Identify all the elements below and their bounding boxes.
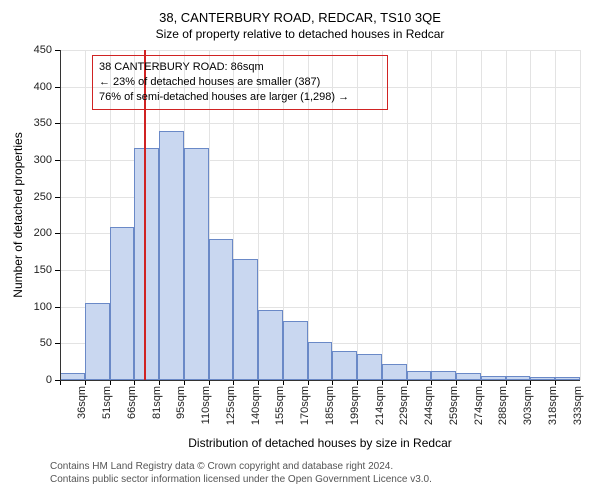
y-tick-label: 350 <box>34 117 60 129</box>
gridline-vertical <box>506 50 507 380</box>
y-axis-label: Number of detached properties <box>11 132 25 297</box>
x-tick-label: 66sqm <box>126 386 138 419</box>
x-tick-label: 214sqm <box>374 386 386 425</box>
gridline-vertical <box>580 50 581 380</box>
histogram-bar <box>456 373 481 380</box>
x-tick-label: 36sqm <box>76 386 88 419</box>
y-tick-label: 200 <box>34 227 60 239</box>
annotation-line: 38 CANTERBURY ROAD: 86sqm <box>99 60 381 75</box>
gridline-vertical <box>407 50 408 380</box>
gridline-vertical <box>431 50 432 380</box>
histogram-bar <box>110 227 135 380</box>
x-tick-label: 155sqm <box>274 386 286 425</box>
x-tick-label: 244sqm <box>423 386 435 425</box>
histogram-bar <box>308 342 333 380</box>
x-tick-label: 110sqm <box>200 386 212 424</box>
x-tick-label: 185sqm <box>324 386 336 425</box>
x-tick-label: 199sqm <box>349 386 361 425</box>
histogram-bar <box>382 364 407 380</box>
y-tick-label: 100 <box>34 301 60 313</box>
footer-attribution: Contains HM Land Registry data © Crown c… <box>50 460 432 486</box>
x-tick-label: 140sqm <box>250 386 262 425</box>
histogram-bar <box>407 371 432 380</box>
gridline <box>60 50 580 51</box>
y-tick-label: 450 <box>34 44 60 56</box>
x-tick-label: 303sqm <box>522 386 534 425</box>
x-tick-label: 259sqm <box>448 386 460 425</box>
x-tick-label: 51sqm <box>101 386 113 419</box>
histogram-bar <box>332 351 357 380</box>
y-axis-line <box>60 50 61 380</box>
y-tick-label: 50 <box>40 337 60 349</box>
histogram-bar <box>159 131 184 380</box>
y-tick-label: 0 <box>46 374 60 386</box>
histogram-bar <box>357 354 382 380</box>
annotation-line: ← 23% of detached houses are smaller (38… <box>99 75 381 90</box>
chart-subtitle: Size of property relative to detached ho… <box>0 27 600 41</box>
x-tick-label: 95sqm <box>175 386 187 419</box>
gridline-vertical <box>456 50 457 380</box>
histogram-bar <box>60 373 85 380</box>
histogram-bar <box>431 371 456 380</box>
footer-line: Contains public sector information licen… <box>50 473 432 486</box>
histogram-bar <box>233 259 258 380</box>
chart-title: 38, CANTERBURY ROAD, REDCAR, TS10 3QE <box>0 10 600 25</box>
chart-container: 38, CANTERBURY ROAD, REDCAR, TS10 3QE Si… <box>0 0 600 500</box>
gridline-vertical <box>481 50 482 380</box>
x-tick-label: 229sqm <box>398 386 410 425</box>
y-tick-label: 150 <box>34 264 60 276</box>
histogram-bar <box>258 310 283 380</box>
histogram-bar <box>184 148 209 380</box>
x-tick-label: 274sqm <box>473 386 485 425</box>
histogram-bar <box>134 148 159 380</box>
marker-annotation: 38 CANTERBURY ROAD: 86sqm← 23% of detach… <box>92 55 388 110</box>
x-tick-label: 125sqm <box>225 386 237 425</box>
gridline <box>60 123 580 124</box>
footer-line: Contains HM Land Registry data © Crown c… <box>50 460 432 473</box>
y-tick-label: 400 <box>34 81 60 93</box>
x-axis-line <box>60 380 580 381</box>
gridline-vertical <box>555 50 556 380</box>
y-tick-label: 300 <box>34 154 60 166</box>
annotation-line: 76% of semi-detached houses are larger (… <box>99 90 381 105</box>
x-tick-label: 288sqm <box>497 386 509 425</box>
histogram-bar <box>209 239 234 380</box>
y-tick-label: 250 <box>34 191 60 203</box>
histogram-bar <box>283 321 308 380</box>
x-tick-label: 170sqm <box>299 386 311 425</box>
gridline-vertical <box>530 50 531 380</box>
x-axis-label: Distribution of detached houses by size … <box>188 436 451 450</box>
histogram-bar <box>85 303 110 380</box>
x-tick-label: 318sqm <box>547 386 559 425</box>
x-tick-label: 333sqm <box>572 386 584 425</box>
x-tick-label: 81sqm <box>151 386 163 419</box>
